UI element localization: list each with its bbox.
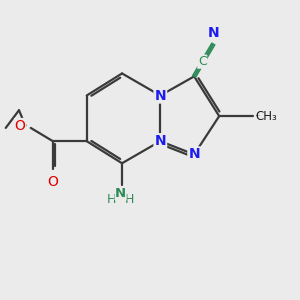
Text: C: C	[198, 55, 207, 68]
Text: O: O	[15, 118, 26, 133]
Text: methyl: methyl	[256, 115, 261, 116]
Text: N: N	[154, 88, 166, 103]
Text: N: N	[154, 134, 166, 148]
Text: N: N	[208, 26, 219, 40]
Text: N: N	[188, 147, 200, 161]
Text: H: H	[107, 193, 116, 206]
Text: H: H	[125, 193, 134, 206]
Text: N: N	[115, 187, 126, 200]
Text: O: O	[47, 175, 58, 189]
Text: CH₃: CH₃	[255, 110, 277, 123]
